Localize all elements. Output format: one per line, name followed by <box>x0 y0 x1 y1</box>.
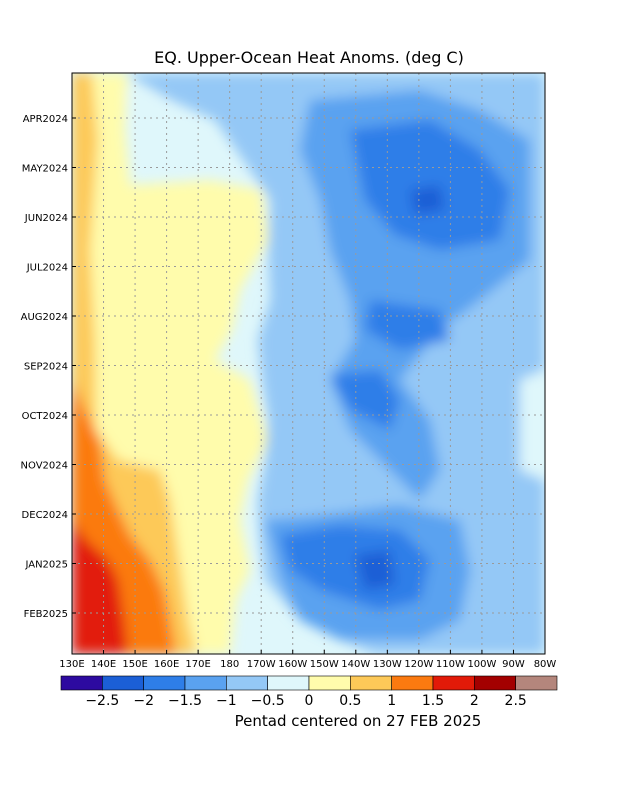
grid-lines <box>72 73 545 654</box>
colorbar-swatch <box>60 675 103 691</box>
colorbar-swatch <box>391 675 434 691</box>
colorbar-label: 2.5 <box>505 693 527 709</box>
x-tick-label: 160W <box>278 659 307 670</box>
colorbar-swatch <box>102 675 144 691</box>
colorbar-swatch <box>184 675 227 691</box>
x-tick-label: 150W <box>310 659 339 670</box>
y-tick-label: DEC2024 <box>22 510 68 521</box>
y-tick-label: APR2024 <box>23 114 68 125</box>
x-tick-label: 120W <box>404 659 433 670</box>
colorbar-swatch <box>350 675 392 691</box>
colorbar-swatch <box>308 675 351 691</box>
colorbar-label: −1.5 <box>168 693 202 709</box>
colorbar-label: −2.5 <box>85 693 119 709</box>
y-tick-label: SEP2024 <box>24 362 68 373</box>
y-tick-label: JUN2024 <box>24 213 68 224</box>
y-tick-label: FEB2025 <box>24 609 68 620</box>
x-axis: 130E 140E 150E 160E 170E 180 170W 160W 150W 140W 1… <box>59 650 556 670</box>
x-tick-label: 170E <box>185 659 210 670</box>
colorbar-label: −1 <box>216 693 237 709</box>
colorbar-swatch <box>143 675 186 691</box>
colorbar-swatch <box>432 675 475 691</box>
x-tick-label: 90W <box>502 659 525 670</box>
colorbar-swatch <box>267 675 310 691</box>
x-tick-label: 110W <box>436 659 465 670</box>
colorbar-swatch <box>226 675 268 691</box>
x-tick-label: 130E <box>59 659 84 670</box>
x-tick-label: 180 <box>220 659 239 670</box>
colorbar-label: 0.5 <box>339 693 361 709</box>
pentad-label: Pentad centered on 27 FEB 2025 <box>235 712 482 730</box>
y-tick-label: AUG2024 <box>21 312 68 323</box>
colorbar: −2.5 −2 −1.5 −1 −0.5 0 0.5 1 1.5 2 2.5 <box>60 675 558 709</box>
x-tick-label: 130W <box>373 659 402 670</box>
colorbar-label: −2 <box>133 693 154 709</box>
x-tick-label: 80W <box>534 659 557 670</box>
heatmap-field <box>72 73 545 654</box>
colorbar-label: −0.5 <box>251 693 285 709</box>
colorbar-label: 2 <box>470 693 479 709</box>
y-tick-label: NOV2024 <box>21 461 68 472</box>
colorbar-label: 1.5 <box>422 693 444 709</box>
colorbar-swatch <box>515 675 558 691</box>
x-tick-label: 160E <box>154 659 179 670</box>
y-tick-label: OCT2024 <box>22 411 68 422</box>
colorbar-label: 0 <box>305 693 314 709</box>
colorbar-swatch <box>474 675 516 691</box>
colorbar-label: 1 <box>387 693 396 709</box>
y-tick-label: JAN2025 <box>24 560 68 571</box>
y-tick-label: MAY2024 <box>22 164 68 175</box>
x-tick-label: 100W <box>467 659 496 670</box>
x-tick-label: 140W <box>341 659 370 670</box>
plot-frame <box>71 72 546 655</box>
y-axis: APR2024 MAY2024 JUN2024 JUL2024 AUG2024 SEP20… <box>21 114 76 620</box>
chart-title: EQ. Upper-Ocean Heat Anoms. (deg C) <box>154 48 464 67</box>
x-tick-label: 140E <box>91 659 116 670</box>
x-tick-label: 150E <box>122 659 147 670</box>
x-tick-label: 170W <box>247 659 276 670</box>
y-tick-label: JUL2024 <box>26 263 68 274</box>
